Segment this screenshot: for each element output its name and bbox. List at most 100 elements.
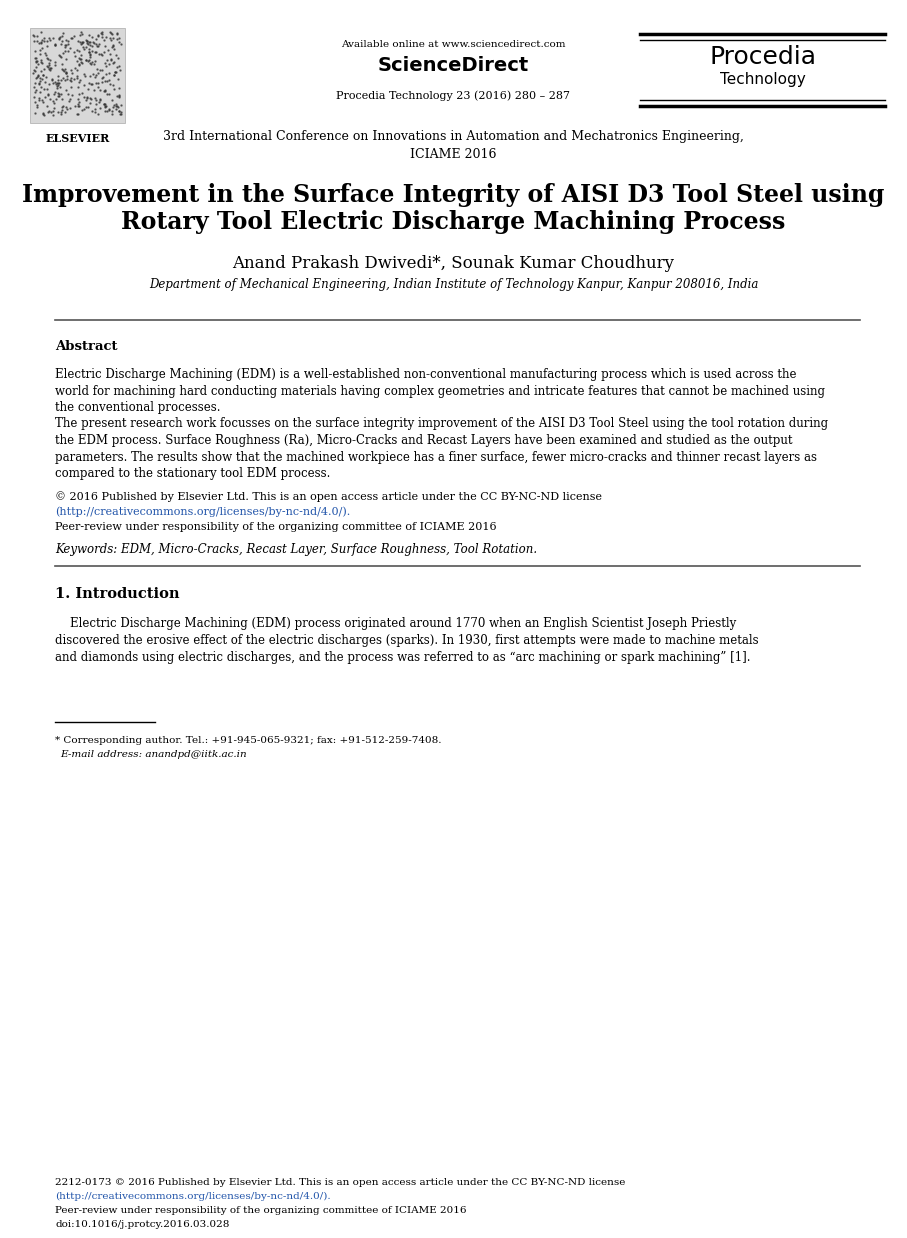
Point xyxy=(107,52,122,72)
Point xyxy=(26,63,41,83)
Point xyxy=(112,28,126,48)
Point xyxy=(42,53,56,73)
Point xyxy=(60,69,74,89)
Point xyxy=(29,68,44,88)
Point xyxy=(87,80,102,100)
Point xyxy=(40,50,54,69)
Point xyxy=(102,100,116,120)
Point xyxy=(66,26,81,46)
Point xyxy=(103,24,118,43)
Text: ICIAME 2016: ICIAME 2016 xyxy=(410,149,497,161)
Point xyxy=(58,63,73,83)
Point xyxy=(40,48,54,68)
Point xyxy=(82,79,96,99)
Point xyxy=(80,31,94,51)
Point xyxy=(87,33,102,53)
Point xyxy=(58,59,73,79)
Point xyxy=(26,59,41,79)
Point xyxy=(28,61,43,80)
Point xyxy=(49,73,63,93)
Point xyxy=(43,58,57,78)
Point xyxy=(64,85,79,105)
Point xyxy=(47,93,62,113)
Point xyxy=(54,33,69,53)
Point xyxy=(53,27,67,47)
Point xyxy=(79,97,93,116)
Point xyxy=(102,22,117,42)
Point xyxy=(59,98,73,118)
Text: and diamonds using electric discharges, and the process was referred to as “arc : and diamonds using electric discharges, … xyxy=(55,650,750,664)
Point xyxy=(63,89,77,109)
Point xyxy=(72,56,86,76)
Point xyxy=(51,76,65,95)
Point xyxy=(47,99,62,119)
Point xyxy=(82,73,96,93)
Point xyxy=(88,42,102,62)
Point xyxy=(70,104,84,124)
Point xyxy=(74,52,89,72)
Point xyxy=(98,94,112,114)
Point xyxy=(51,102,65,121)
Text: (http://creativecommons.org/licenses/by-nc-nd/4.0/).: (http://creativecommons.org/licenses/by-… xyxy=(55,1192,331,1201)
Point xyxy=(103,30,118,50)
Point xyxy=(34,31,49,51)
Point xyxy=(108,62,122,82)
Point xyxy=(30,64,44,84)
Point xyxy=(27,77,42,97)
Point xyxy=(76,76,91,95)
Point xyxy=(79,51,93,71)
Point xyxy=(83,54,98,74)
Point xyxy=(68,46,83,66)
Point xyxy=(63,71,78,90)
Text: 1. Introduction: 1. Introduction xyxy=(55,588,180,602)
Point xyxy=(83,32,97,52)
Point xyxy=(41,103,55,123)
Point xyxy=(83,74,98,94)
Point xyxy=(28,41,43,61)
Point xyxy=(76,38,91,58)
Point xyxy=(83,45,97,64)
Point xyxy=(49,89,63,109)
Point xyxy=(102,27,117,47)
Point xyxy=(54,84,68,104)
Point xyxy=(73,71,87,90)
Point xyxy=(44,61,58,80)
Point xyxy=(72,54,86,74)
Point xyxy=(63,27,78,47)
Point xyxy=(63,68,78,88)
Point xyxy=(88,42,102,62)
Point xyxy=(54,47,68,67)
Point xyxy=(27,92,42,111)
Point xyxy=(58,41,73,61)
Point xyxy=(43,28,57,48)
Point xyxy=(109,99,123,119)
Point xyxy=(59,36,73,56)
Point xyxy=(100,71,114,90)
Point xyxy=(36,28,51,48)
Point xyxy=(112,78,126,98)
Point xyxy=(54,103,69,123)
Point xyxy=(83,94,98,114)
Text: the EDM process. Surface Roughness (Ra), Micro-Cracks and Recast Layers have bee: the EDM process. Surface Roughness (Ra),… xyxy=(55,435,793,447)
Text: Rotary Tool Electric Discharge Machining Process: Rotary Tool Electric Discharge Machining… xyxy=(122,210,785,234)
Point xyxy=(93,59,107,79)
Point xyxy=(83,47,98,67)
Point xyxy=(28,73,43,93)
Point xyxy=(88,99,102,119)
Point xyxy=(112,104,127,124)
Point xyxy=(113,102,128,121)
Point xyxy=(80,31,94,51)
Point xyxy=(110,85,124,105)
Point xyxy=(98,80,112,100)
Point xyxy=(107,66,122,85)
Point xyxy=(107,38,122,58)
Point xyxy=(88,103,102,123)
Point xyxy=(40,97,54,116)
Point xyxy=(54,100,69,120)
Point xyxy=(75,32,90,52)
Point xyxy=(93,24,108,43)
Point xyxy=(93,99,107,119)
Point xyxy=(92,33,106,53)
Point xyxy=(99,56,113,76)
Point xyxy=(100,51,114,71)
